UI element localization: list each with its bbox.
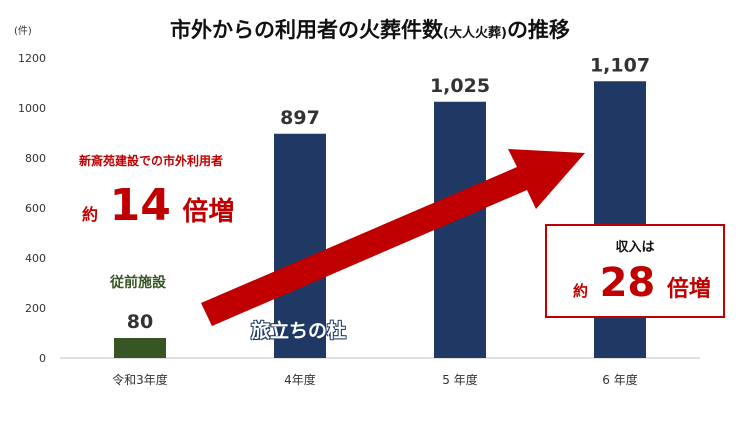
y-tick-label: 400 <box>25 252 46 265</box>
value-label: 80 <box>127 311 153 333</box>
right-callout-caption: 収入は <box>615 240 655 255</box>
chart-title-suffix: の推移 <box>506 18 570 42</box>
left-callout-caption: 新斎苑建設での市外利用者 <box>79 154 224 168</box>
bar <box>114 338 166 358</box>
y-tick-label: 200 <box>25 302 46 315</box>
x-tick-label: 令和3年度 <box>112 372 168 387</box>
right-callout-box: 収入は 約 28 倍増 <box>545 224 725 318</box>
right-callout: 約 28 倍増 <box>573 260 711 306</box>
y-tick-label: 0 <box>39 352 46 365</box>
y-axis: 0 200 400 600 800 1000 1200 <box>18 52 46 365</box>
left-callout-suffix: 倍増 <box>182 197 235 227</box>
new-facility-label: 旅立ちの杜 <box>251 320 347 342</box>
value-labels: 80 897 1,025 1,107 <box>127 54 650 333</box>
left-callout: 約 14 倍増 <box>82 180 234 231</box>
x-tick-label: 4年度 <box>284 372 316 387</box>
chart-title-main: 市外からの利用者の火葬件数 <box>170 18 444 42</box>
x-tick-label: 6 年度 <box>602 372 637 387</box>
x-tick-label: 5 年度 <box>442 372 477 387</box>
right-callout-suffix: 倍増 <box>666 277 711 302</box>
value-label: 1,025 <box>430 75 490 97</box>
trend-arrow <box>201 149 585 326</box>
chart-title: 市外からの利用者の火葬件数(大人火葬)の推移 <box>0 14 740 44</box>
bar <box>434 101 486 358</box>
bar <box>274 133 326 358</box>
y-tick-label: 600 <box>25 202 46 215</box>
y-tick-label: 1000 <box>18 102 46 115</box>
value-label: 897 <box>280 107 320 129</box>
left-callout-number: 14 <box>109 180 171 231</box>
y-tick-label: 1200 <box>18 52 46 65</box>
y-tick-label: 800 <box>25 152 46 165</box>
x-axis: 令和3年度 4年度 5 年度 6 年度 <box>112 372 638 387</box>
chart-title-paren: (大人火葬) <box>443 26 507 41</box>
left-callout-prefix: 約 <box>82 205 99 224</box>
old-facility-label: 従前施設 <box>110 275 166 291</box>
y-axis-unit: (件) <box>14 26 32 37</box>
right-callout-number: 28 <box>599 260 656 306</box>
right-callout-prefix: 約 <box>573 282 589 300</box>
value-label: 1,107 <box>590 54 650 76</box>
